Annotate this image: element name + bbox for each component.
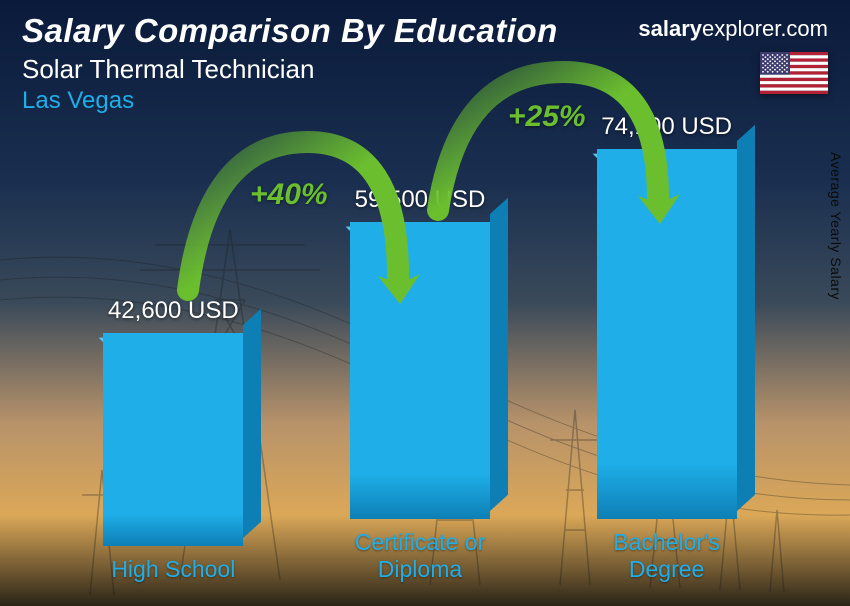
increase-pct-label: +25% [508, 100, 586, 134]
bar-category-label: Bachelor'sDegree [613, 529, 720, 584]
bar-group: 74,100 USD Bachelor'sDegree [557, 113, 777, 584]
bar [103, 333, 243, 546]
chart-subtitle: Solar Thermal Technician [22, 54, 828, 85]
chart-location: Las Vegas [22, 87, 828, 115]
bar-chart: 42,600 USD High School 59,500 USD Certif… [50, 124, 790, 584]
bar-category-label: High School [111, 556, 235, 584]
increase-pct-label: +40% [250, 178, 328, 212]
bar-group: 42,600 USD High School [63, 297, 283, 584]
y-axis-label: Average Yearly Salary [828, 152, 844, 300]
bar [597, 149, 737, 519]
bar-value-label: 42,600 USD [108, 297, 239, 325]
bar [350, 222, 490, 519]
bar-value-label: 59,500 USD [355, 186, 486, 214]
brand-logo: salaryexplorer.com [638, 16, 828, 42]
bar-group: 59,500 USD Certificate orDiploma [310, 186, 530, 584]
brand-rest: explorer.com [702, 16, 828, 41]
brand-bold: salary [638, 16, 702, 41]
flag-icon [760, 52, 828, 94]
bar-category-label: Certificate orDiploma [355, 529, 485, 584]
bar-value-label: 74,100 USD [601, 113, 732, 141]
